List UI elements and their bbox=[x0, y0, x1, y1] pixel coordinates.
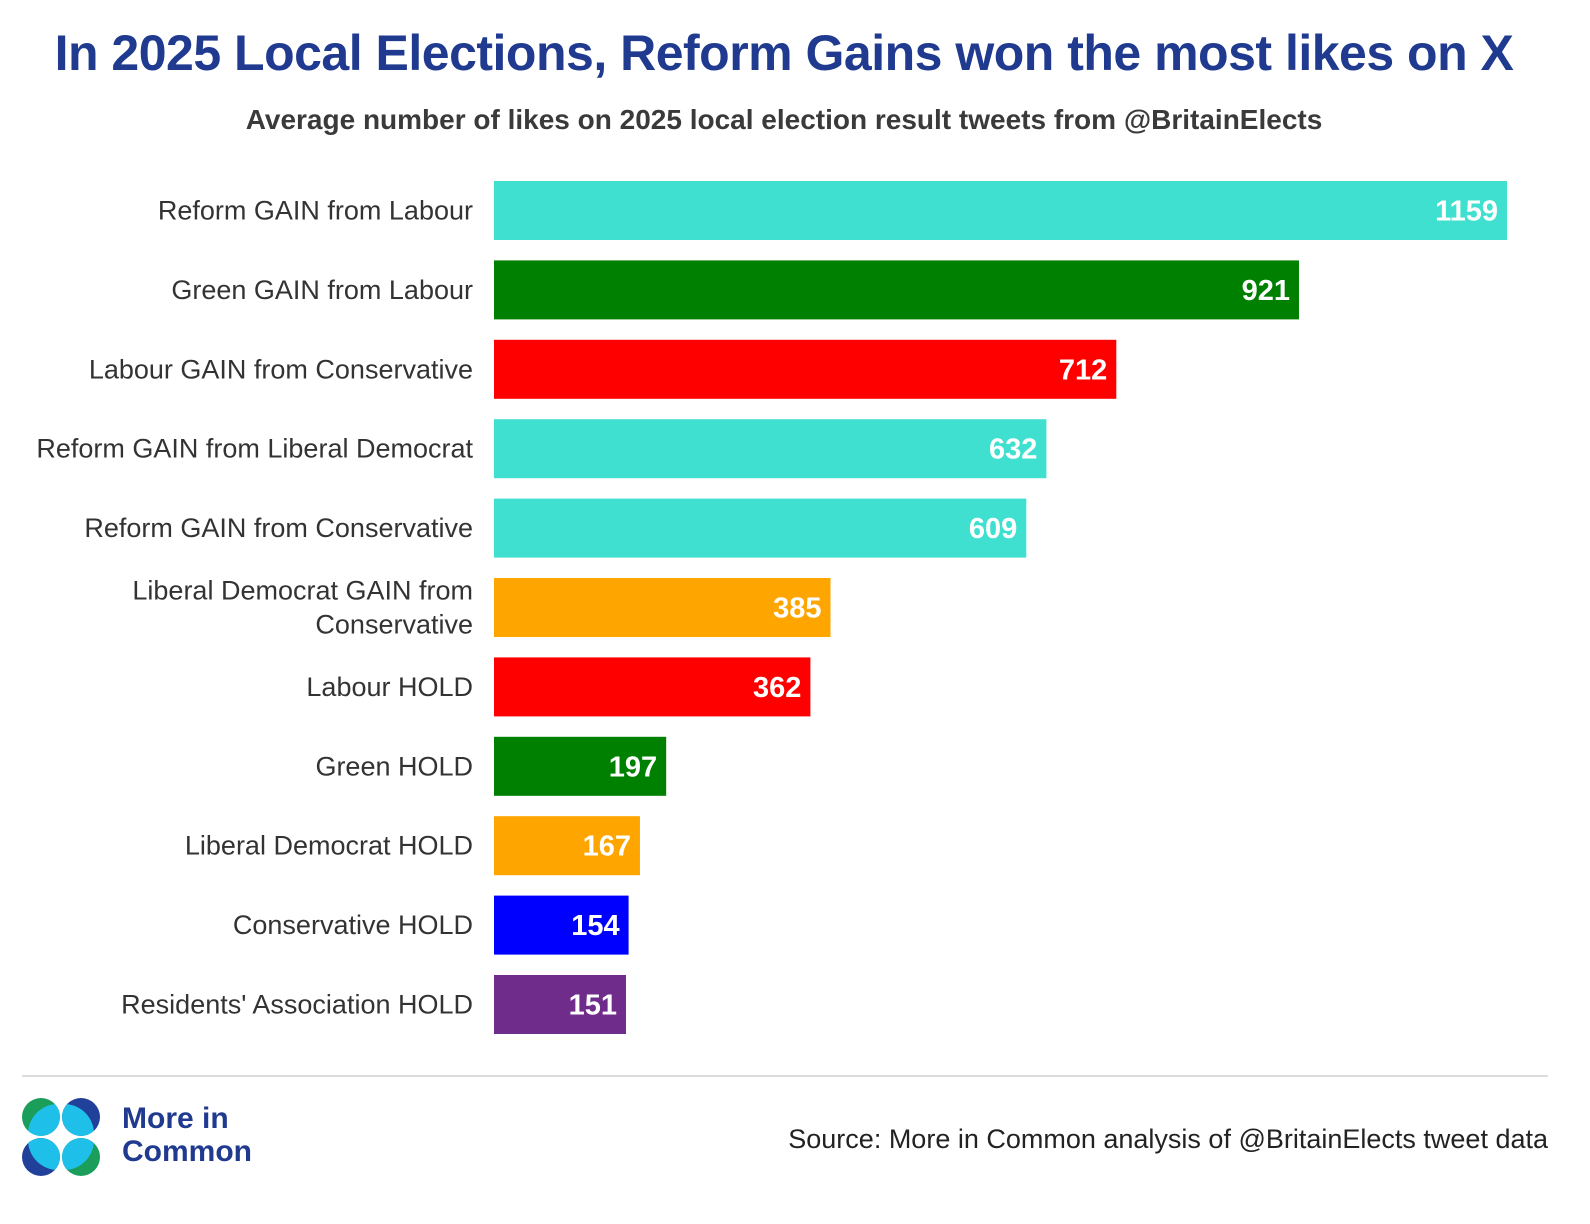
category-label: Reform GAIN from Conservative bbox=[84, 513, 473, 543]
bar bbox=[494, 657, 811, 717]
bar bbox=[494, 181, 1507, 240]
value-label: 609 bbox=[969, 513, 1017, 545]
category-label: Reform GAIN from Liberal Democrat bbox=[36, 434, 473, 464]
bar-group: 154 Conservative HOLD bbox=[233, 895, 629, 955]
bar-chart: 1159 Reform GAIN from Labour 921 Green GAIN… bbox=[36, 181, 1507, 1034]
bar-group: 1159 Reform GAIN from Labour bbox=[158, 181, 1507, 240]
category-label: Labour GAIN from Conservative bbox=[89, 354, 473, 384]
category-label: Conservative HOLD bbox=[233, 910, 473, 940]
bar bbox=[494, 260, 1299, 320]
value-label: 712 bbox=[1059, 354, 1107, 386]
value-label: 154 bbox=[571, 910, 619, 942]
value-label: 151 bbox=[569, 990, 617, 1022]
bar bbox=[494, 895, 629, 955]
bar-group: 609 Reform GAIN from Conservative bbox=[84, 498, 1027, 558]
brand-line-2: Common bbox=[122, 1135, 252, 1168]
bar bbox=[494, 339, 1117, 399]
bar-group: 151 Residents' Association HOLD bbox=[121, 975, 626, 1034]
category-label: Labour HOLD bbox=[306, 672, 473, 702]
bar bbox=[494, 578, 831, 637]
bar-group: 385 Liberal Democrat GAIN from Conservativ… bbox=[132, 576, 831, 640]
bar bbox=[494, 816, 640, 876]
bar bbox=[494, 419, 1047, 479]
category-label: Liberal Democrat HOLD bbox=[185, 831, 473, 861]
bar-group: 362 Labour HOLD bbox=[306, 657, 811, 717]
source-note: Source: More in Common analysis of @Brit… bbox=[788, 1124, 1548, 1154]
value-label: 1159 bbox=[1435, 196, 1498, 228]
category-label: Liberal Democrat GAIN from Conservative bbox=[132, 576, 473, 640]
value-label: 362 bbox=[753, 672, 801, 704]
bar bbox=[494, 736, 667, 796]
bar bbox=[494, 498, 1027, 558]
value-label: 632 bbox=[989, 434, 1037, 466]
value-label: 167 bbox=[583, 831, 631, 863]
value-label: 197 bbox=[609, 751, 657, 783]
bar-group: 712 Labour GAIN from Conservative bbox=[89, 339, 1117, 399]
chart-subtitle: Average number of likes on 2025 local el… bbox=[245, 104, 1323, 135]
value-label: 921 bbox=[1242, 275, 1290, 307]
brand-name: More in Common bbox=[122, 1102, 252, 1168]
value-label: 385 bbox=[773, 593, 821, 625]
footer-divider bbox=[22, 1075, 1548, 1077]
category-label: Green HOLD bbox=[315, 751, 473, 781]
bar-group: 197 Green HOLD bbox=[315, 736, 667, 796]
bar-group: 921 Green GAIN from Labour bbox=[171, 260, 1299, 320]
brand-line-1: More in bbox=[122, 1102, 229, 1135]
category-label: Green GAIN from Labour bbox=[171, 275, 473, 305]
more-in-common-logo-icon bbox=[22, 1098, 100, 1176]
bar bbox=[494, 975, 626, 1034]
category-label: Residents' Association HOLD bbox=[121, 990, 473, 1020]
bar-group: 167 Liberal Democrat HOLD bbox=[185, 816, 640, 876]
bar-group: 632 Reform GAIN from Liberal Democrat bbox=[36, 419, 1047, 479]
chart-title: In 2025 Local Elections, Reform Gains wo… bbox=[54, 25, 1514, 81]
category-label: Reform GAIN from Labour bbox=[158, 196, 473, 226]
